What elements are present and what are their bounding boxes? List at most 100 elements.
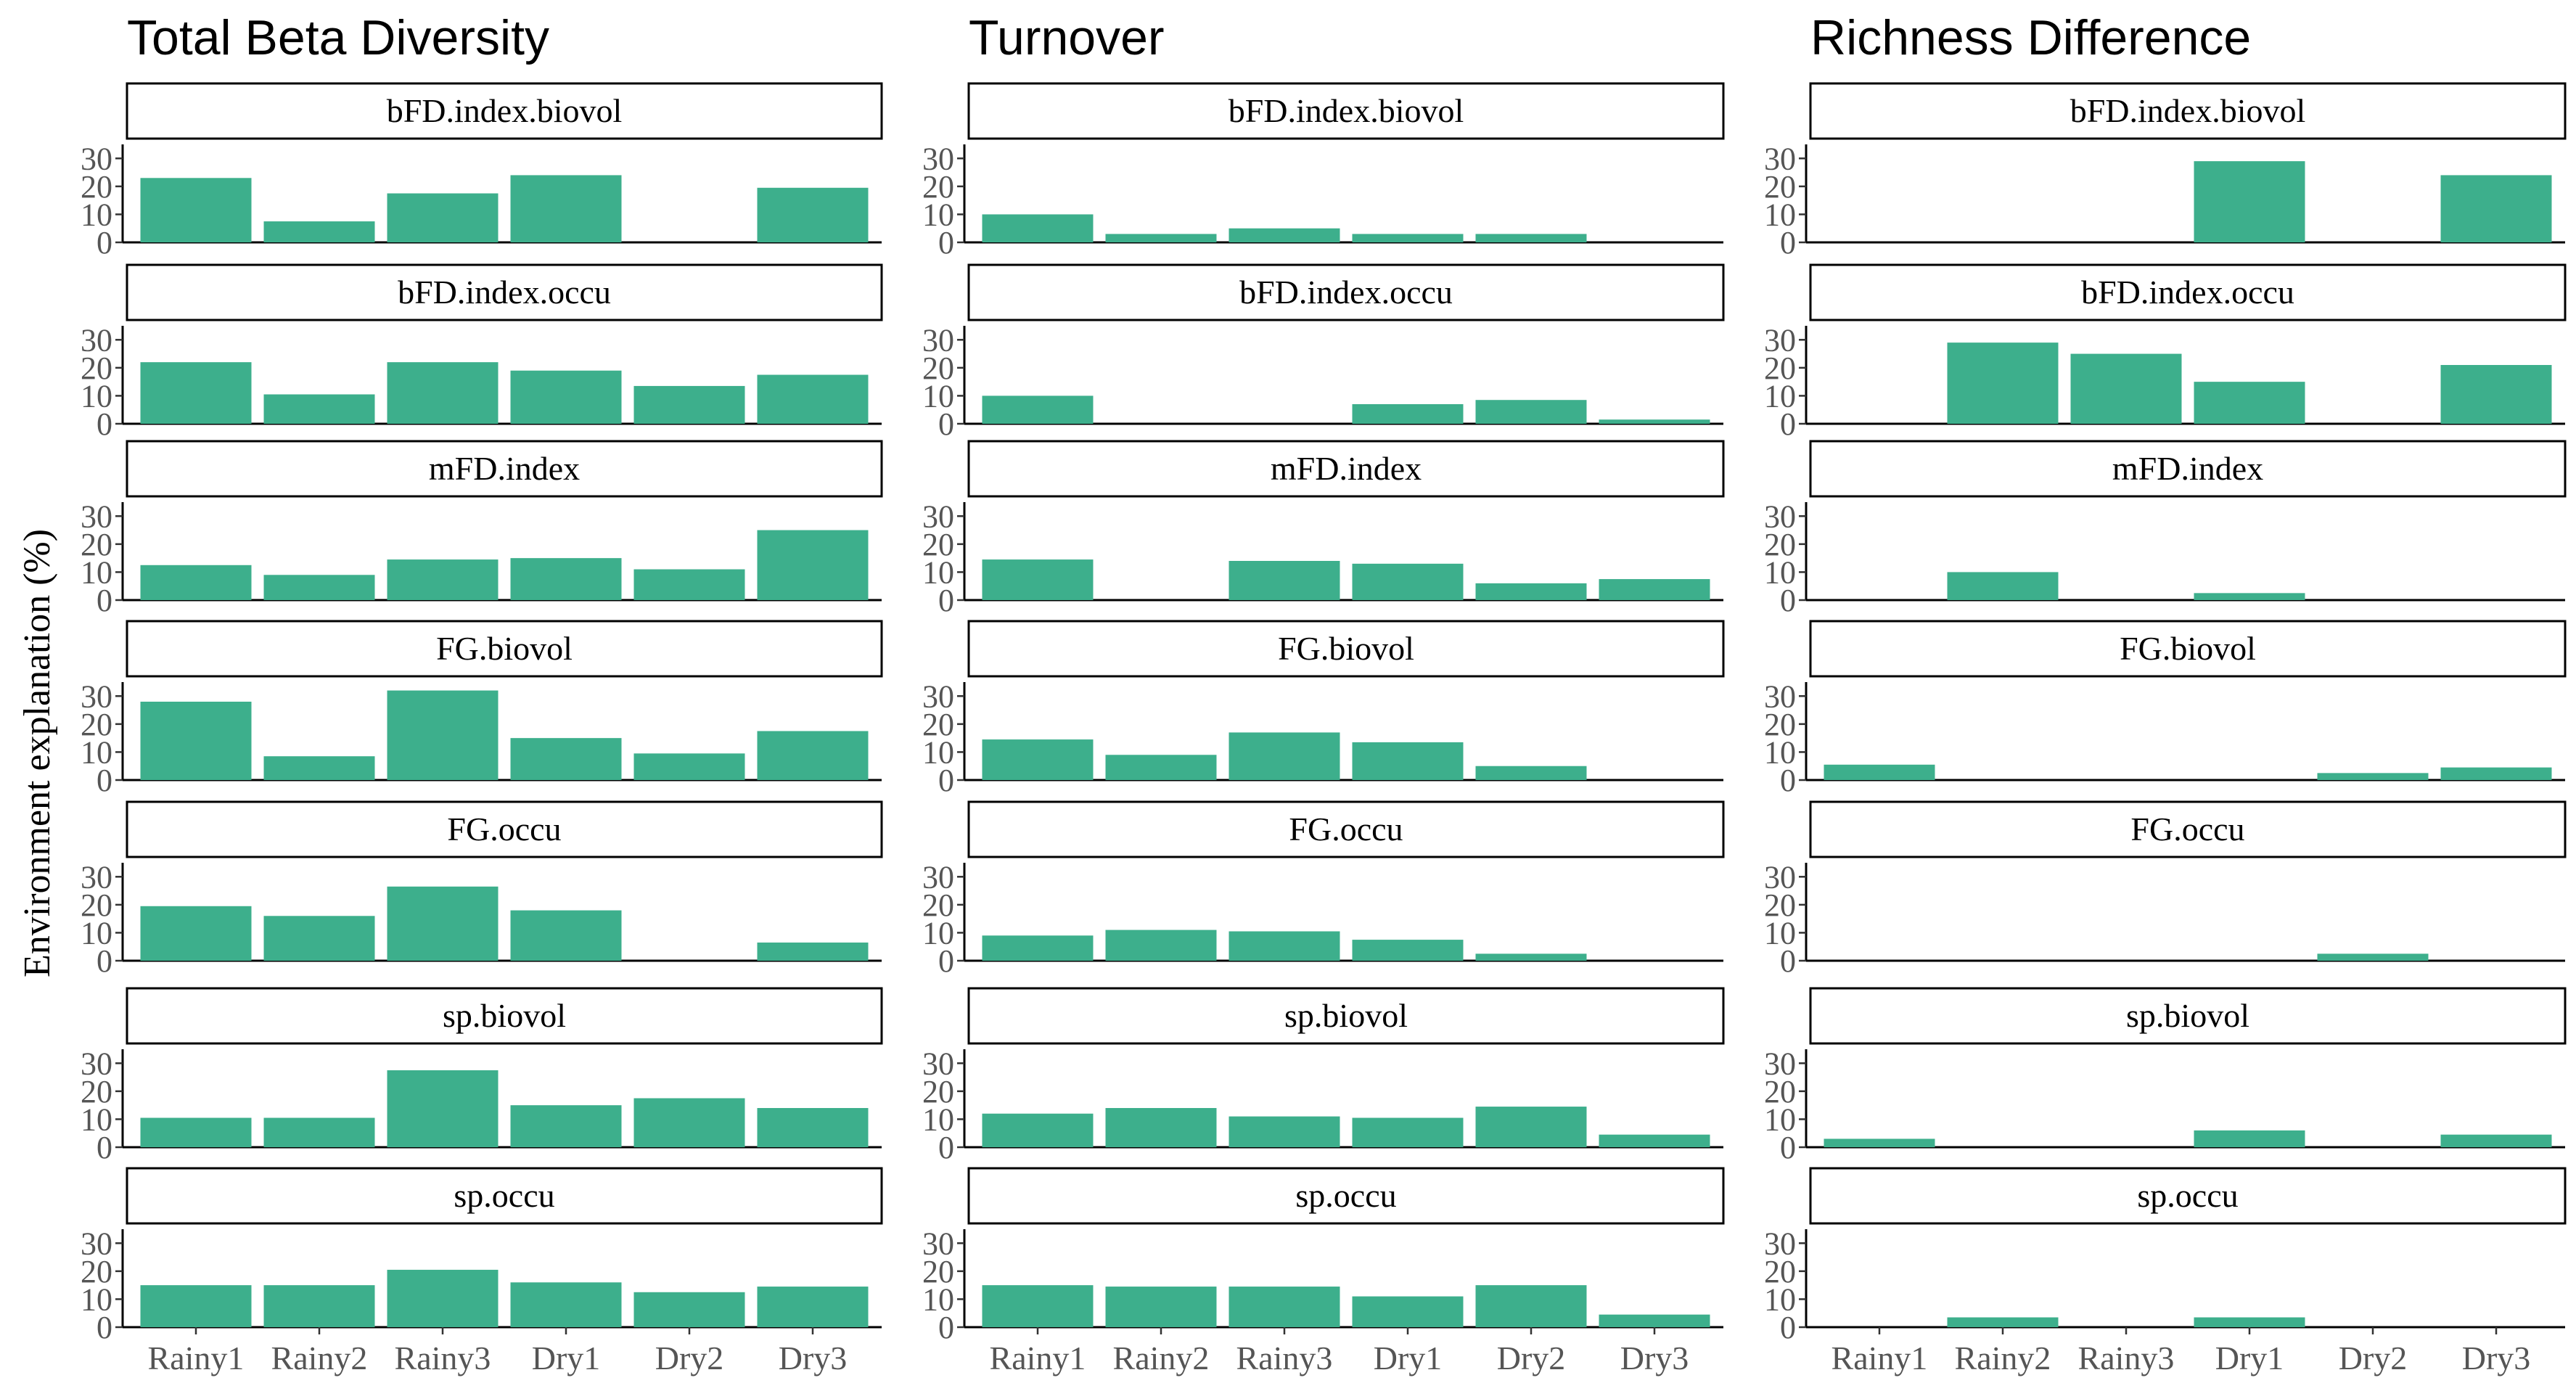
bar-dry1: [1352, 404, 1464, 424]
x-tick-label-dry3: Dry3: [2462, 1339, 2531, 1377]
y-tick-label: 20: [1764, 887, 1796, 923]
bar-rainy3: [1228, 732, 1340, 780]
y-tick-label: 10: [922, 1101, 954, 1137]
y-tick-label: 20: [922, 169, 954, 205]
bar-dry2: [1475, 234, 1587, 242]
y-tick-label: 10: [1764, 378, 1796, 414]
x-tick-label-rainy3: Rainy3: [2078, 1339, 2175, 1377]
facet-label-3-5: FG.occu: [2130, 811, 2244, 848]
bar-rainy3: [387, 362, 499, 424]
y-tick-label: 30: [81, 1046, 112, 1081]
bar-rainy1: [140, 178, 252, 242]
bar-rainy2: [263, 575, 375, 600]
bar-dry3: [757, 1108, 869, 1147]
bar-rainy1: [982, 559, 1094, 600]
bar-rainy2: [1105, 755, 1217, 780]
bar-dry2: [1475, 953, 1587, 961]
facet-strip-3-2: [1809, 263, 2567, 321]
bar-rainy3: [1228, 1116, 1340, 1147]
bar-rainy1: [982, 935, 1094, 961]
facet-label-3-7: sp.occu: [2137, 1177, 2238, 1214]
bar-rainy1: [140, 565, 252, 600]
bar-dry2: [1475, 1285, 1587, 1327]
facet-strip-3-6: [1809, 987, 2567, 1045]
facet-strip-2-6: [967, 987, 1725, 1045]
bar-dry1: [1352, 940, 1464, 961]
facet-label-2-3: mFD.index: [1271, 450, 1422, 487]
facet-strip-1-1: [126, 82, 883, 140]
y-tick-label: 30: [81, 678, 112, 714]
facet-strip-3-4: [1809, 620, 2567, 678]
facet-strip-3-1: [1809, 82, 2567, 140]
x-tick-label-rainy2: Rainy2: [271, 1339, 368, 1377]
y-tick-label: 10: [81, 554, 112, 590]
y-tick-label: 30: [922, 322, 954, 358]
y-tick-label: 30: [922, 1226, 954, 1261]
y-tick-label: 10: [922, 915, 954, 951]
facet-strip-1-3: [126, 440, 883, 498]
bar-dry3: [757, 942, 869, 961]
bar-dry2: [633, 385, 745, 424]
y-tick-label: 20: [1764, 169, 1796, 205]
facet-label-1-2: bFD.index.occu: [398, 274, 611, 311]
facet-strip-2-7: [967, 1167, 1725, 1225]
y-tick-label: 30: [1764, 499, 1796, 534]
facet-label-1-4: FG.biovol: [436, 630, 573, 667]
bar-dry3: [1599, 1134, 1710, 1147]
x-tick-label-rainy2: Rainy2: [1113, 1339, 1210, 1377]
bar-rainy3: [1228, 561, 1340, 600]
bar-rainy2: [263, 221, 375, 242]
y-tick-label: 30: [81, 141, 112, 176]
facet-label-2-6: sp.biovol: [1284, 997, 1408, 1034]
bar-rainy1: [1824, 1139, 1935, 1147]
facet-label-3-2: bFD.index.occu: [2081, 274, 2294, 311]
y-tick-label: 20: [922, 350, 954, 386]
x-tick-label-rainy1: Rainy1: [148, 1339, 245, 1377]
y-tick-label: 10: [1764, 197, 1796, 232]
bar-dry1: [2194, 1317, 2305, 1327]
bar-dry2: [2317, 953, 2429, 961]
y-tick-label: 0: [1780, 943, 1796, 979]
x-tick-label-rainy3: Rainy3: [1236, 1339, 1333, 1377]
facet-strip-1-7: [126, 1167, 883, 1225]
bar-dry3: [757, 374, 869, 424]
y-tick-label: 30: [1764, 141, 1796, 176]
bar-dry3: [2440, 365, 2552, 424]
bar-dry3: [2440, 767, 2552, 780]
x-tick-label-rainy1: Rainy1: [990, 1339, 1086, 1377]
x-tick-label-rainy1: Rainy1: [1831, 1339, 1928, 1377]
y-tick-label: 20: [81, 707, 112, 742]
bar-dry3: [757, 731, 869, 780]
y-tick-label: 10: [81, 915, 112, 951]
bar-dry2: [2317, 773, 2429, 780]
bar-rainy1: [140, 1285, 252, 1327]
y-tick-label: 20: [922, 707, 954, 742]
bar-dry1: [510, 738, 622, 780]
facet-strip-3-3: [1809, 440, 2567, 498]
bar-rainy3: [387, 1269, 499, 1327]
facet-label-1-3: mFD.index: [429, 450, 580, 487]
bar-rainy2: [1947, 1317, 2059, 1327]
y-tick-label: 30: [81, 859, 112, 895]
bar-rainy3: [2070, 353, 2182, 424]
y-tick-label: 10: [1764, 1281, 1796, 1317]
facet-strip-2-3: [967, 440, 1725, 498]
bar-rainy2: [1105, 234, 1217, 242]
bar-dry1: [1352, 563, 1464, 600]
bar-dry2: [1475, 1107, 1587, 1147]
y-tick-label: 20: [922, 1074, 954, 1109]
y-tick-label: 30: [922, 499, 954, 534]
facet-label-3-3: mFD.index: [2112, 450, 2263, 487]
y-tick-label: 30: [922, 141, 954, 176]
y-tick-label: 30: [1764, 1226, 1796, 1261]
bar-rainy3: [387, 1070, 499, 1147]
y-tick-label: 10: [1764, 734, 1796, 770]
y-tick-label: 0: [938, 943, 954, 979]
y-tick-label: 0: [938, 225, 954, 260]
bar-dry1: [1352, 742, 1464, 780]
bar-rainy3: [1228, 228, 1340, 242]
y-tick-label: 10: [81, 1281, 112, 1317]
x-tick-label-rainy2: Rainy2: [1955, 1339, 2051, 1377]
bar-rainy1: [140, 906, 252, 961]
y-tick-label: 30: [1764, 1046, 1796, 1081]
